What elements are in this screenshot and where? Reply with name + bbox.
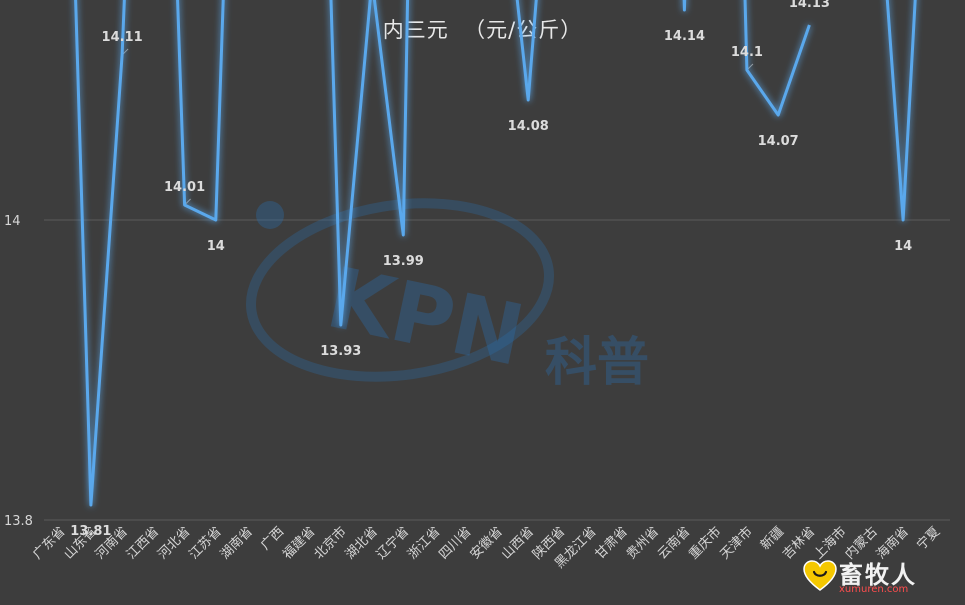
brand-logo: 畜牧人 xumuren.com [801,555,951,601]
x-category-label: 安徽省 [468,524,506,562]
data-label: 14.08 [508,119,549,134]
heart-icon [803,560,837,591]
x-category-label: 湖北省 [343,524,381,562]
watermark-text: KPN [319,248,532,385]
x-category-label: 福建省 [280,524,318,562]
data-label: 14.13 [789,0,830,11]
x-category-label: 四川省 [436,524,474,562]
series-line [74,0,917,507]
x-category-label: 天津市 [717,524,756,563]
x-category-label: 山西省 [499,524,537,562]
data-label: 13.93 [320,344,361,359]
data-label: 14.14 [664,29,705,44]
data-label: 14.11 [102,30,143,45]
x-category-label: 云南省 [654,524,693,563]
data-label: 14.07 [758,134,799,149]
data-label: 13.81 [70,524,111,539]
x-category-label: 河北省 [155,524,193,562]
data-labels: 14.513.8114.1114.6214.011414.6214.5314.6… [70,0,912,539]
y-axis-ticks: 13.81414.214.414.614.81515.2 [4,214,33,529]
series-path [74,0,811,507]
data-label: 14 [894,239,912,254]
y-tick-label: 14 [4,214,21,229]
x-category-label: 北京市 [311,524,350,563]
logo-url: xumuren.com [839,584,909,595]
data-label: 14.1 [731,45,763,60]
data-label: 14.01 [164,180,205,195]
x-category-label: 贵州省 [624,524,662,562]
x-category-label: 浙江省 [405,524,443,562]
watermark: KPN 科普 [245,198,649,393]
logo-name: 畜牧人 [839,561,917,589]
chart-title: 内三元 （元/公斤） [382,18,583,42]
data-label: 14 [207,239,225,254]
series-path [885,0,917,222]
data-label: 13.99 [383,254,424,269]
y-tick-label: 13.8 [4,514,33,529]
x-category-label: 辽宁省 [373,524,412,563]
x-category-label: 宁夏 [913,524,943,554]
x-category-label: 江西省 [124,524,162,562]
x-category-label: 重庆市 [686,524,725,563]
x-category-label: 甘肃省 [593,524,631,562]
x-category-label: 广东省 [30,524,68,562]
gridlines [44,219,950,521]
x-category-label: 江苏省 [186,524,225,563]
x-category-label: 湖南省 [217,524,256,563]
watermark-subtext: 科普 [545,333,649,393]
